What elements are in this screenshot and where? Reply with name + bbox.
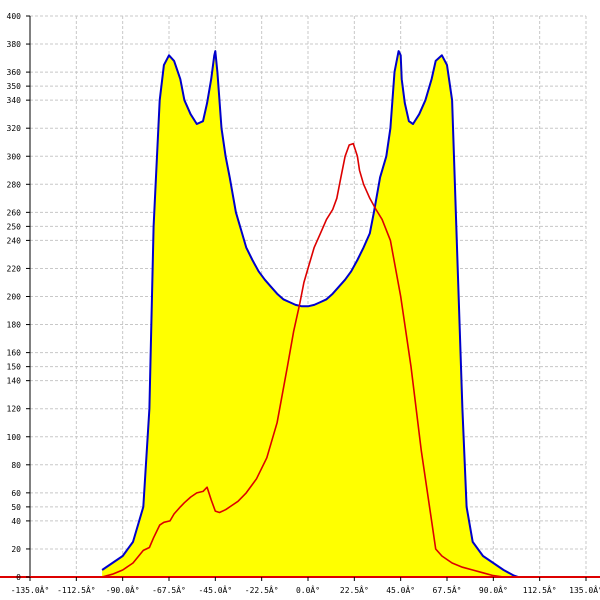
y-tick-label: 350 [7, 82, 22, 91]
x-tick-label: -22.5Â° [245, 584, 279, 595]
y-tick-label: 240 [7, 236, 22, 245]
x-tick-label: -90.0Â° [106, 584, 140, 595]
area-outline-0 [101, 50, 519, 578]
y-tick-label: 300 [7, 152, 22, 161]
y-tick-label: 120 [7, 405, 22, 414]
x-tick-label: 22.5Â° [340, 584, 369, 595]
y-tick-label: 400 [7, 12, 22, 21]
line-series-layer [101, 142, 514, 578]
y-tick-label: 180 [7, 321, 22, 330]
x-tick-label: 45.0Â° [386, 584, 415, 595]
y-tick-label: 140 [7, 377, 22, 386]
x-tick-label: 67.5Â° [433, 584, 462, 595]
x-tick-label: 0.0Â° [296, 584, 320, 595]
y-tick-label: 100 [7, 433, 22, 442]
y-tick-label: 340 [7, 96, 22, 105]
y-tick-label: 20 [11, 545, 21, 554]
y-tick-label: 60 [11, 489, 21, 498]
y-tick-label: 380 [7, 40, 22, 49]
x-tick-label: 112.5Â° [523, 584, 557, 595]
axes [0, 15, 600, 581]
x-tick-label: 90.0Â° [479, 584, 508, 595]
y-tick-label: 50 [11, 503, 21, 512]
x-tick-label: 135.0Â° [569, 584, 600, 595]
y-tick-label: 320 [7, 124, 22, 133]
y-tick-label: 0 [16, 573, 21, 582]
x-tick-label: -112.5Â° [57, 584, 96, 595]
y-tick-label: 150 [7, 363, 22, 372]
x-tick-label: -45.0Â° [198, 584, 232, 595]
y-tick-label: 260 [7, 208, 22, 217]
y-tick-label: 280 [7, 180, 22, 189]
y-tick-label: 80 [11, 461, 21, 470]
y-tick-label: 160 [7, 349, 22, 358]
y-tick-label: 250 [7, 222, 22, 231]
x-tick-label: -67.5Â° [152, 584, 186, 595]
y-tick-label: 360 [7, 68, 22, 77]
y-tick-labels: 0 20 40 50 60 80 100 120 140 150 160 180 200 220 240 25… [7, 12, 22, 582]
y-tick-label: 200 [7, 293, 22, 302]
y-tick-label: 40 [11, 517, 21, 526]
area-series-layer [101, 50, 519, 578]
x-tick-label: -135.0Â° [11, 584, 50, 595]
x-tick-labels: -135.0Â° -112.5Â° -90.0Â° -67.5Â° -45.0Â° -22… [11, 584, 600, 595]
y-tick-label: 220 [7, 264, 22, 273]
area-fill-0 [102, 51, 518, 578]
line-series-1 [101, 142, 514, 578]
